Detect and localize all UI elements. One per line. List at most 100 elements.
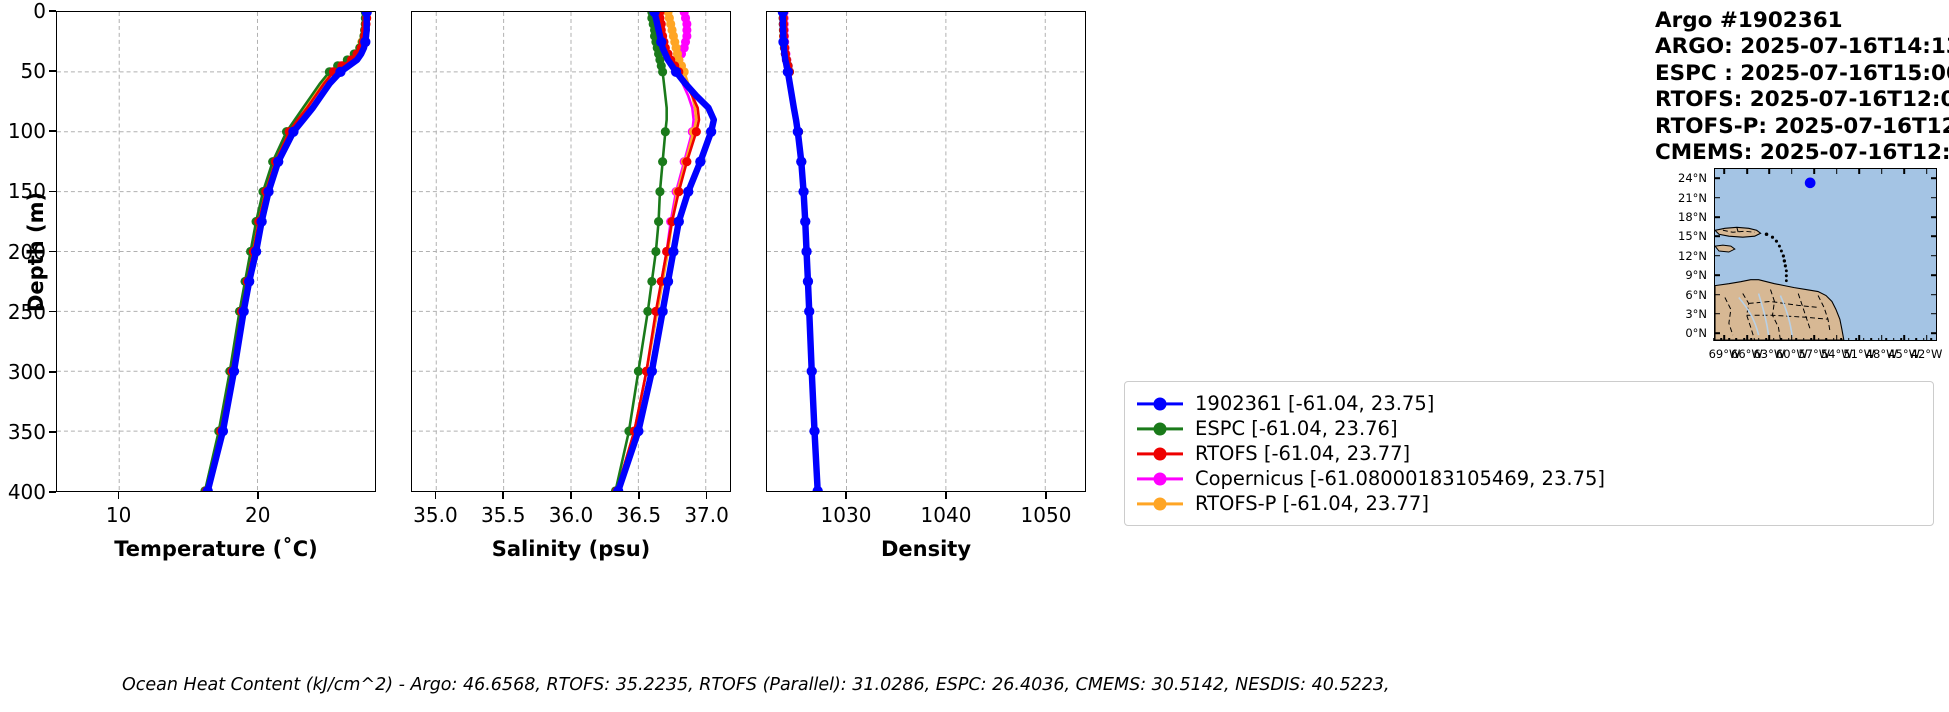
map-lat-label: 18°N	[1678, 210, 1707, 225]
x-axis-label-temperature: Temperature (˚C)	[114, 537, 318, 561]
legend-marker-icon	[1137, 494, 1183, 514]
map-lat-label: 12°N	[1678, 248, 1707, 263]
map-lon-minor-tick	[1930, 337, 1932, 341]
map-lat-label: 0°N	[1685, 326, 1707, 341]
legend-marker-icon	[1137, 394, 1183, 414]
map-lon-minor-tick	[1915, 337, 1917, 341]
x-tick-mark	[570, 492, 572, 499]
map-lat-tick	[1931, 235, 1937, 238]
map-lon-minor-tick	[1900, 337, 1902, 341]
map-lon-label: 69°W	[1708, 347, 1741, 361]
map-lon-tick	[1746, 335, 1748, 341]
map-lon-minor-tick	[1803, 337, 1805, 341]
map-lon-minor-tick	[1885, 337, 1887, 341]
map-lon-tick	[1858, 335, 1860, 341]
header-line-2: ESPC : 2025-07-16T15:00Z	[1655, 60, 1949, 86]
map-lat-tick	[1931, 293, 1937, 296]
map-lat-label: 3°N	[1685, 306, 1707, 321]
map-lon-tick	[1791, 335, 1793, 341]
map-lat-tick	[1931, 313, 1937, 315]
map-lon-label: 45°W	[1888, 347, 1920, 361]
x-tick-label: 10	[105, 503, 132, 527]
map-lon-minor-tick	[1840, 337, 1842, 341]
map-lon-tick	[1880, 335, 1883, 341]
legend-item[interactable]: ESPC [-61.04, 23.76]	[1137, 416, 1921, 441]
argo-location-marker	[1804, 177, 1816, 189]
legend-dot	[1153, 397, 1167, 410]
map-lon-tick	[1858, 168, 1860, 174]
y-tick-label: 300	[7, 359, 46, 384]
map-lon-minor-tick	[1720, 337, 1723, 341]
legend-dot	[1153, 447, 1167, 460]
map-lat-tick	[1931, 177, 1937, 180]
x-tick-mark	[637, 492, 640, 499]
map-lon-tick	[1903, 168, 1905, 174]
y-tick-label: 100	[7, 119, 46, 144]
map-lon-minor-tick	[1765, 337, 1768, 341]
map-lon-minor-tick	[1877, 337, 1880, 341]
x-tick-label: 35.5	[480, 503, 526, 527]
legend-label: 1902361 [-61.04, 23.75]	[1195, 392, 1435, 415]
y-tick-label: 0	[33, 0, 46, 23]
y-tick-mark	[49, 70, 56, 72]
header-line-3: RTOFS: 2025-07-16T12:00Z	[1655, 87, 1949, 113]
x-tick-label: 36.5	[616, 503, 662, 527]
x-axis-label-density: Density	[880, 537, 972, 561]
y-tick-mark	[49, 190, 56, 193]
map-lon-tick	[1813, 168, 1816, 174]
map-canvas	[1714, 168, 1937, 341]
map-lat-label: 6°N	[1685, 287, 1707, 302]
legend-dot	[1153, 422, 1167, 435]
x-tick-mark	[117, 492, 120, 499]
map-lon-tick	[1925, 335, 1928, 341]
x-tick-mark	[502, 492, 504, 499]
y-tick-mark	[49, 431, 56, 433]
ocean-heat-content-caption: Ocean Heat Content (kJ/cm^2) - Argo: 46.…	[122, 675, 1390, 695]
map-lon-minor-tick	[1743, 337, 1745, 341]
location-map: 24°N 21°N 18°N 15°N 12°N 9°N 6°N 3°N 0°N 69°W 66°W…	[1678, 168, 1942, 361]
header-line-1: ARGO: 2025-07-16T14:13Z	[1655, 34, 1949, 60]
y-tick-mark	[49, 370, 56, 373]
x-tick-mark	[1045, 492, 1047, 499]
map-lat-tick	[1714, 235, 1720, 238]
y-tick-label: 150	[7, 179, 46, 204]
map-lon-minor-tick	[1922, 337, 1925, 341]
map-lon-minor-tick	[1855, 337, 1857, 341]
legend-item[interactable]: RTOFS-P [-61.04, 23.77]	[1137, 491, 1921, 516]
panel-temperature	[56, 11, 376, 492]
map-lon-minor-tick	[1788, 337, 1790, 341]
map-lat-tick	[1931, 254, 1937, 257]
map-lon-tick	[1746, 168, 1748, 174]
legend-item[interactable]: Copernicus [-61.08000183105469, 23.75]	[1137, 466, 1921, 491]
x-tick-mark	[705, 492, 708, 499]
map-lon-minor-tick	[1810, 337, 1813, 341]
map-lon-minor-tick	[1847, 337, 1850, 341]
map-lon-minor-tick	[1750, 337, 1753, 341]
x-tick-label: 36.0	[548, 503, 594, 527]
header-line-4: RTOFS-P: 2025-07-16T12:00Z	[1655, 113, 1949, 139]
x-tick-mark	[845, 492, 847, 499]
y-tick-mark	[49, 130, 56, 133]
map-lon-label: 54°W	[1820, 347, 1853, 361]
map-lon-minor-tick	[1862, 337, 1865, 341]
legend-item[interactable]: RTOFS [-61.04, 23.77]	[1137, 441, 1921, 466]
legend-marker-icon	[1137, 419, 1183, 439]
x-axis-label-salinity: Salinity (psu)	[491, 537, 651, 561]
map-lon-label: 51°W	[1843, 347, 1876, 361]
map-lon-tick	[1880, 168, 1883, 174]
legend-label: Copernicus [-61.08000183105469, 23.75]	[1195, 467, 1605, 490]
y-tick-label: 200	[7, 239, 46, 264]
header-line-5: CMEMS: 2025-07-16T12:00Z	[1655, 140, 1949, 166]
legend-item[interactable]: 1902361 [-61.04, 23.75]	[1137, 391, 1921, 416]
map-lat-tick	[1931, 332, 1937, 335]
x-tick-label: 1040	[920, 503, 972, 527]
map-lon-tick	[1723, 168, 1726, 174]
y-tick-label: 350	[7, 419, 46, 444]
series-legend: 1902361 [-61.04, 23.75] ESPC [-61.04, 23.…	[1124, 381, 1934, 526]
legend-marker-icon	[1137, 469, 1183, 489]
map-lon-tick	[1768, 168, 1771, 174]
map-lat-label: 9°N	[1685, 268, 1707, 283]
map-lat-label: 21°N	[1678, 190, 1707, 205]
map-lon-label: 57°W	[1798, 347, 1831, 361]
